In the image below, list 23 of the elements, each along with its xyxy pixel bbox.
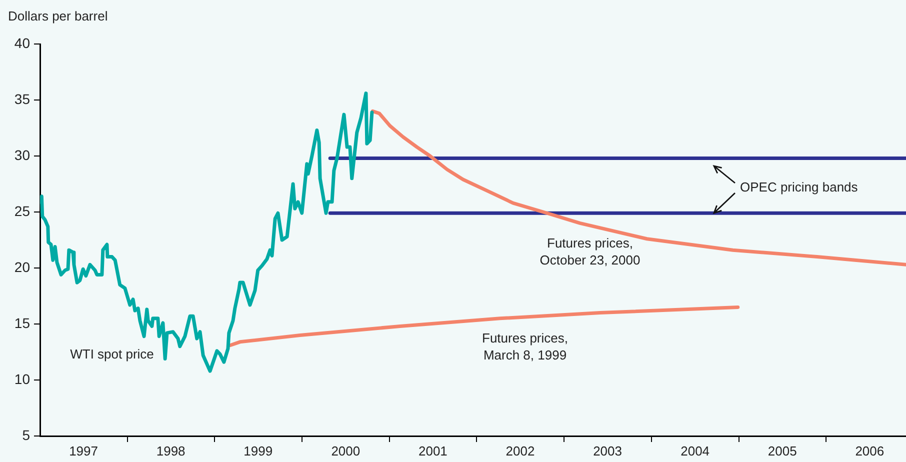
- x-tick-label: 1998: [156, 443, 186, 458]
- x-tick-label: 2004: [680, 443, 710, 458]
- x-tick-label: 1999: [244, 443, 273, 458]
- y-tick-label: 5: [22, 426, 30, 443]
- y-tick-label: 10: [14, 370, 30, 387]
- x-tick-label: 2000: [331, 443, 360, 458]
- y-tick-label: 40: [14, 34, 30, 51]
- series-label: Futures prices, March 8, 1999: [482, 330, 568, 363]
- series-label: Futures prices, October 23, 2000: [540, 236, 640, 268]
- y-tick-label: 35: [14, 90, 30, 107]
- y-tick-label: 20: [14, 258, 30, 275]
- annotation: OPEC pricing bands: [740, 180, 858, 195]
- y-tick-label: 15: [14, 314, 30, 331]
- x-tick-label: 2001: [418, 443, 448, 458]
- x-tick-label: 2003: [593, 443, 622, 458]
- series-label: WTI spot price: [70, 346, 154, 362]
- x-tick-label: 2002: [506, 443, 535, 458]
- x-tick-label: 1997: [69, 443, 98, 458]
- y-tick-label: 30: [14, 146, 30, 163]
- y-tick-label: 25: [14, 202, 30, 219]
- y-axis-title: Dollars per barrel: [8, 8, 108, 24]
- x-tick-label: 2006: [855, 443, 884, 458]
- x-tick-label: 2005: [768, 443, 797, 458]
